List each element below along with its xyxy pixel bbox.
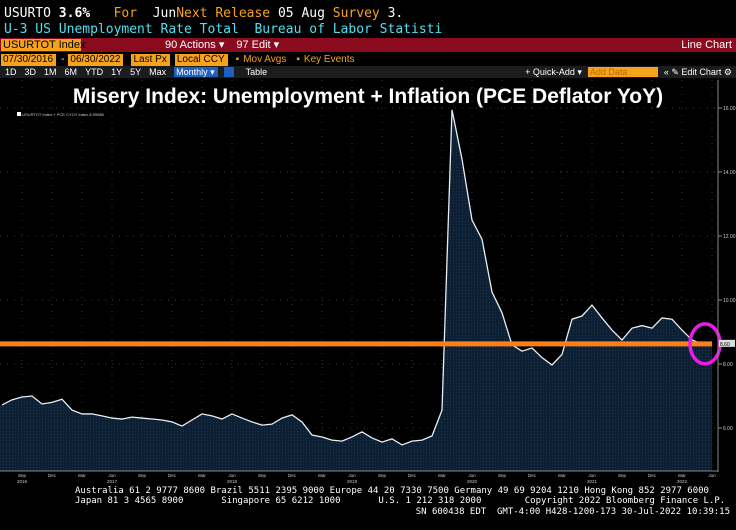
add-data-input[interactable]: Add Data xyxy=(587,67,658,77)
for-label: For xyxy=(113,6,138,21)
x-tick-year: 2020 xyxy=(467,479,478,484)
checkbox-key-events[interactable]: ▪ xyxy=(296,53,300,65)
command-bar: USURTOT Index 90 Actions ▾ 97 Edit ▾ Lin… xyxy=(0,38,736,52)
x-tick-label: Dec xyxy=(48,473,57,478)
survey-label: Survey xyxy=(332,6,380,21)
x-tick-year: 2019 xyxy=(347,479,358,484)
price-select[interactable]: Last Px xyxy=(131,53,170,66)
x-tick-label: Dec xyxy=(288,473,297,478)
footer: Australia 61 2 9777 8600 Brazil 5511 239… xyxy=(75,486,726,506)
security-description: U-3 US Unemployment Rate Total Bureau of… xyxy=(4,22,443,37)
x-tick-label: Jun xyxy=(588,473,596,478)
period-5y[interactable]: 5Y xyxy=(130,67,142,77)
checkbox-mov-avgs[interactable]: ▪ xyxy=(235,53,240,65)
edit-menu[interactable]: 97 Edit ▾ xyxy=(236,39,280,51)
y-tick-label: 12.00 xyxy=(723,234,736,240)
chart-legend: USURTOT Index + PCE CYOY Index 8.59988 xyxy=(17,112,104,117)
x-tick-label: Jun xyxy=(348,473,356,478)
chart-type-icon[interactable] xyxy=(223,67,234,77)
x-tick-label: Mar xyxy=(678,473,686,478)
x-tick-label: Dec xyxy=(528,473,537,478)
survey-value: 3. xyxy=(387,6,404,21)
x-tick-label: Dec xyxy=(648,473,657,478)
footer-contacts-1: Australia 61 2 9777 8600 Brazil 5511 239… xyxy=(75,486,709,496)
quote-line: USURTO 3.6% For JunNext Release 05 Aug S… xyxy=(4,6,403,21)
x-tick-year: 2022 xyxy=(677,479,688,484)
period-max[interactable]: Max xyxy=(149,67,167,77)
last-value-box xyxy=(719,339,735,347)
next-release-label: Next Release xyxy=(176,6,271,21)
legend-swatch xyxy=(17,112,21,116)
x-tick-label: Mar xyxy=(438,473,446,478)
date-bar: 07/30/2016 - 06/30/2022 Last Px Local CC… xyxy=(0,53,736,66)
quick-add-button[interactable]: + Quick-Add ▾ xyxy=(525,67,582,77)
key-events-label[interactable]: Key Events xyxy=(303,53,355,65)
x-tick-label: Sep xyxy=(618,473,627,478)
y-tick-label: 10.00 xyxy=(723,298,736,304)
legend-label: USURTOT Index + PCE CYOY Index 8.59988 xyxy=(22,112,104,117)
x-tick-label: Sep xyxy=(498,473,507,478)
footer-session: SN 600438 EDT GMT-4:00 H428-1200-173 30-… xyxy=(415,507,730,517)
start-date-field[interactable]: 07/30/2016 xyxy=(1,53,57,66)
x-tick-label: Jun xyxy=(468,473,476,478)
footer-contacts-2: Japan 81 3 4565 8900 Singapore 65 6212 1… xyxy=(75,495,726,506)
y-tick-label: 14.00 xyxy=(723,170,736,176)
x-tick-year: 2018 xyxy=(227,479,238,484)
x-tick-label: Dec xyxy=(168,473,177,478)
view-title: Line Chart xyxy=(681,39,732,51)
x-tick-label: Mar xyxy=(558,473,566,478)
last-value: 3.6% xyxy=(58,6,91,21)
period: Jun xyxy=(152,6,177,21)
y-tick-label: 8.00 xyxy=(723,362,733,368)
series-area xyxy=(0,109,712,472)
edit-chart-button[interactable]: « ✎ Edit Chart ⚙ xyxy=(663,67,732,77)
x-tick-label: Jun xyxy=(708,473,716,478)
y-tick-label: 6.00 xyxy=(723,426,733,432)
end-date-field[interactable]: 06/30/2022 xyxy=(68,53,124,66)
security-input[interactable]: USURTOT Index xyxy=(1,39,86,51)
x-tick-year: 2021 xyxy=(587,479,598,484)
period-1d[interactable]: 1D xyxy=(5,67,17,77)
period-bar: 1D 3D 1M 6M YTD 1Y 5Y Max Monthly ▾ Tabl… xyxy=(0,66,736,78)
ticker: USURTO xyxy=(4,6,51,21)
chart-title: Misery Index: Unemployment + Inflation (… xyxy=(72,85,664,108)
mov-avgs-label[interactable]: Mov Avgs xyxy=(243,53,287,65)
x-tick-label: Sep xyxy=(18,473,27,478)
x-tick-label: Mar xyxy=(318,473,326,478)
x-tick-label: Sep xyxy=(138,473,147,478)
x-tick-label: Mar xyxy=(78,473,86,478)
x-tick-label: Sep xyxy=(258,473,267,478)
x-tick-label: Mar xyxy=(198,473,206,478)
x-tick-label: Dec xyxy=(408,473,417,478)
currency-select[interactable]: Local CCY xyxy=(174,53,228,66)
series-line xyxy=(1,109,712,446)
actions-menu[interactable]: 90 Actions ▾ xyxy=(165,39,225,51)
frequency-select[interactable]: Monthly ▾ xyxy=(174,67,218,77)
period-ytd[interactable]: YTD xyxy=(85,67,104,77)
x-tick-label: Jun xyxy=(108,473,116,478)
period-1m[interactable]: 1M xyxy=(44,67,57,77)
x-tick-year: 2016 xyxy=(17,479,28,484)
y-tick-label: 16.00 xyxy=(723,106,736,112)
x-tick-year: 2017 xyxy=(107,479,118,484)
x-tick-label: Sep xyxy=(378,473,387,478)
x-tick-label: Jun xyxy=(228,473,236,478)
period-1y[interactable]: 1Y xyxy=(111,67,123,77)
table-button[interactable]: Table xyxy=(245,67,268,77)
last-value-label: 8.60 xyxy=(720,342,730,348)
date-separator: - xyxy=(61,53,65,65)
period-3d[interactable]: 3D xyxy=(24,67,37,77)
next-release-date: 05 Aug xyxy=(277,6,325,21)
period-6m[interactable]: 6M xyxy=(64,67,78,77)
